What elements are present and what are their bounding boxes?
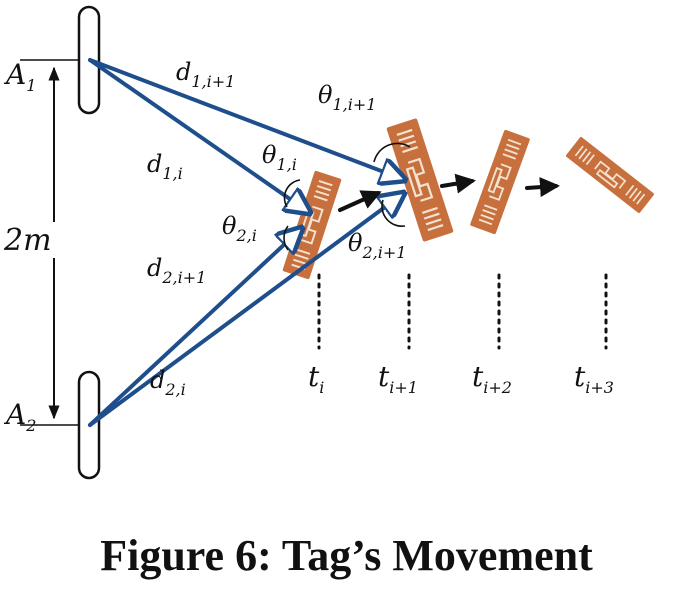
time-label-t-i-plus-3: ti+3 [574,360,614,397]
angle-label-theta-2-i: θ2,i [222,212,257,245]
ray-d-2-i [88,228,302,427]
tag-at-t-i-plus-3 [564,135,656,215]
tag-at-t-i-plus-2 [468,128,532,236]
distance-label-d-1-i: d1,i [147,150,183,183]
movement-arrow-1 [338,190,382,212]
movement-arrow-2 [440,173,476,194]
ray-d-2-i-plus-1 [88,193,404,427]
tag-movement-diagram: A1 A2 2m d1,i+1 d1,i d2,i+1 d2,i θ1,i+1 … [3,5,656,480]
angle-label-theta-1-i: θ1,i [262,141,297,174]
angle-arc-theta-1-i-plus-1 [373,142,411,163]
angle-arc-theta-2-i-plus-1 [381,199,406,228]
angle-arc-theta-1-i [283,179,301,208]
ray-d-1-i [88,58,310,213]
figure-caption: Figure 6: Tag’s Movement [100,531,593,580]
angle-label-theta-1-i-plus-1: θ1,i+1 [318,81,376,114]
time-label-t-i-plus-1: ti+1 [378,360,418,397]
separation-label-background [40,222,68,258]
time-label-t-i-plus-2: ti+2 [472,360,512,397]
movement-arrow-3 [525,177,560,198]
time-label-t-i: ti [308,360,324,397]
ray-d-1-i-plus-1 [88,58,405,180]
separation-label: 2m [3,223,52,258]
angle-label-theta-2-i-plus-1: θ2,i+1 [348,229,406,262]
angle-arc-theta-2-i [283,225,289,251]
antenna-1-label: A1 [3,58,36,95]
distance-label-d-2-i: d2,i [150,366,186,399]
antenna-2-label: A2 [3,398,36,435]
tag-at-t-i-plus-1 [385,116,455,244]
distance-label-d-2-i-plus-1: d2,i+1 [147,254,206,287]
distance-label-d-1-i-plus-1: d1,i+1 [176,58,235,91]
